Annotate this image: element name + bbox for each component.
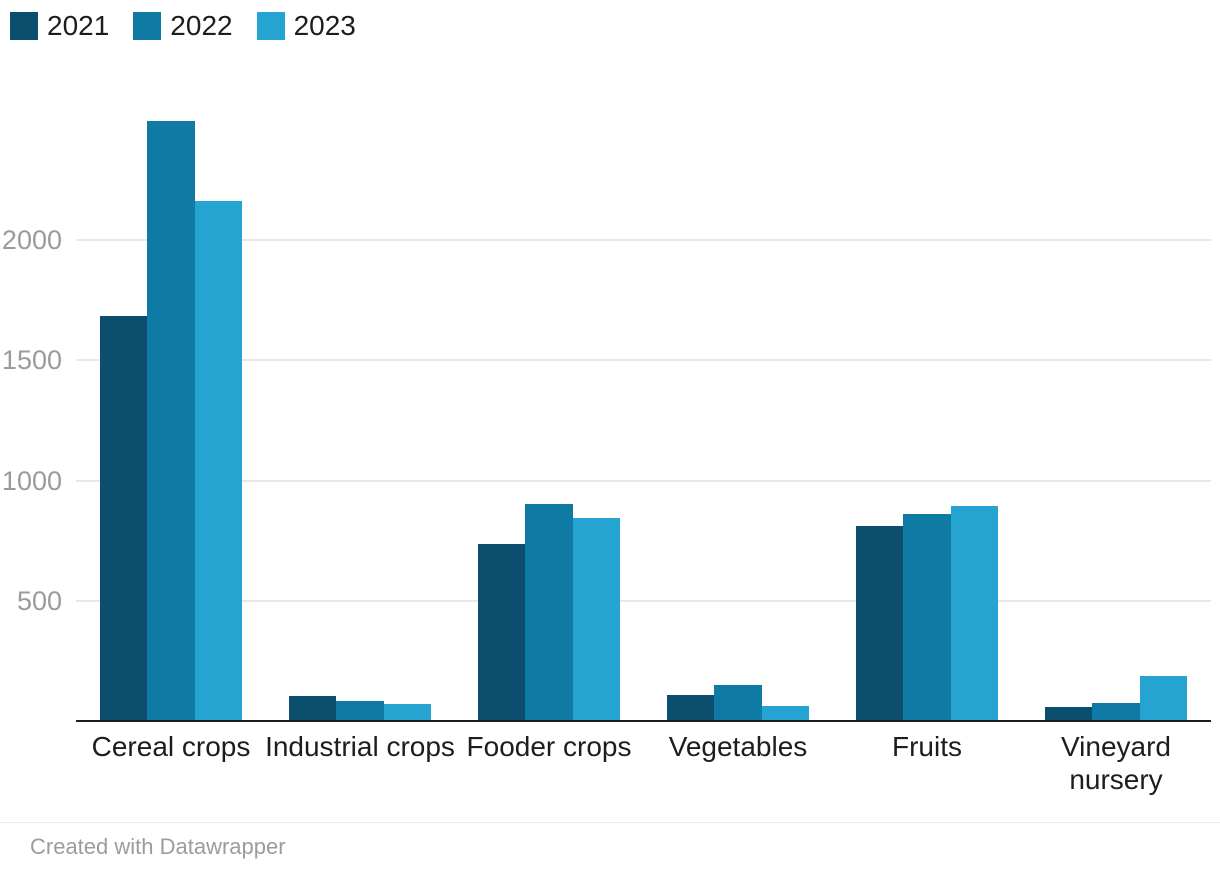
x-axis-category-label: Industrial crops: [265, 731, 455, 762]
y-axis-tick-label: 500: [16, 586, 62, 616]
gridline-1000: [76, 480, 1211, 482]
legend-item-2023: 2023: [256, 10, 356, 41]
y-axis-tick-label: 2000: [1, 225, 62, 255]
bar-2021-cereal-crops: [100, 316, 147, 720]
x-axis-category-label: Fruits: [892, 731, 962, 762]
bar-2023-fooder-crops: [573, 518, 620, 720]
bar-2021-vegetables: [667, 695, 714, 720]
bar-2022-vegetables: [714, 685, 762, 720]
legend-swatch-icon: [10, 12, 38, 40]
legend-swatch-icon: [256, 12, 285, 40]
bar-2023-fruits: [951, 506, 998, 720]
bar-2021-industrial-crops: [289, 696, 336, 720]
legend-label: 2023: [293, 10, 356, 41]
bar-2021-fooder-crops: [478, 544, 525, 720]
bar-2022-industrial-crops: [336, 701, 384, 720]
gridline-2000: [76, 239, 1211, 241]
x-axis-category-label: Fooder crops: [466, 731, 632, 762]
x-axis-category-label: Vegetables: [668, 731, 808, 762]
bar-2022-cereal-crops: [147, 121, 195, 720]
bar-2023-vegetables: [762, 706, 809, 720]
bar-2022-fooder-crops: [525, 504, 573, 720]
legend-item-2021: 2021: [10, 12, 109, 40]
bar-2023-industrial-crops: [384, 704, 431, 720]
y-axis-tick-label: 1000: [1, 466, 62, 496]
legend-label: 2022: [170, 10, 233, 41]
legend-label: 2021: [47, 10, 110, 41]
footer-divider: [0, 822, 1220, 823]
legend-swatch-icon: [133, 12, 162, 40]
bar-2021-vineyard-nursery: [1045, 707, 1092, 720]
x-axis-category-label: Cereal crops: [91, 731, 251, 762]
bar-2022-fruits: [903, 514, 951, 720]
bar-2023-cereal-crops: [195, 201, 242, 720]
x-axis-line: [76, 720, 1211, 722]
gridline-1500: [76, 359, 1211, 361]
legend: 2021 2022 2023: [10, 12, 356, 40]
y-axis-tick-label: 1500: [1, 345, 62, 375]
bar-2023-vineyard-nursery: [1140, 676, 1187, 720]
gridline-500: [76, 600, 1211, 602]
legend-item-2022: 2022: [133, 10, 233, 41]
attribution-text: Created with Datawrapper: [30, 834, 286, 859]
bar-2022-vineyard-nursery: [1092, 703, 1140, 720]
bar-2021-fruits: [856, 526, 903, 720]
x-axis-category-label: Vineyard nursery: [1060, 731, 1171, 795]
